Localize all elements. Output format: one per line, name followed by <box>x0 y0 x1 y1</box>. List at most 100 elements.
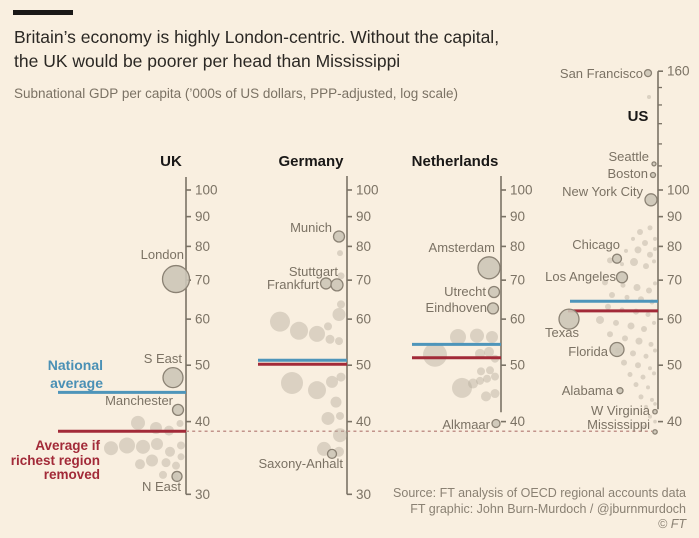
axis-tick-label: 160 <box>667 64 690 79</box>
region-bubble <box>330 396 342 408</box>
region-bubble <box>653 348 657 353</box>
region-bubble <box>630 350 636 357</box>
label-s-east: S East <box>144 351 183 366</box>
region-bubble <box>631 236 635 241</box>
bubble-n-east <box>171 470 183 483</box>
region-bubble <box>627 322 635 330</box>
bubble-manchester <box>171 403 185 417</box>
bubble-stuttgart <box>319 277 333 290</box>
region-bubble <box>324 322 332 331</box>
region-bubble <box>650 397 654 402</box>
region-bubble <box>648 341 654 347</box>
region-bubble <box>652 320 656 325</box>
label-florida: Florida <box>568 344 609 359</box>
label-stuttgart: Stuttgart <box>289 264 339 279</box>
region-bubble <box>643 263 649 270</box>
label-texas: Texas <box>545 325 579 340</box>
credit-note: FT graphic: John Burn-Murdoch / @jburnmu… <box>410 501 686 516</box>
region-bubble <box>172 461 180 470</box>
label-los-angeles: Los Angeles <box>545 269 616 284</box>
legend-line: average <box>50 375 103 391</box>
region-bubble <box>326 375 338 388</box>
label-alkmaar: Alkmaar <box>442 417 490 432</box>
region-bubble <box>605 303 611 310</box>
region-bubble <box>609 292 615 299</box>
legend-line: richest region <box>10 452 100 468</box>
region-bubble <box>135 459 145 470</box>
region-bubble <box>645 312 651 318</box>
region-bubble <box>486 331 498 344</box>
region-bubble <box>624 294 630 300</box>
region-bubble <box>647 225 653 231</box>
region-bubble <box>624 248 628 253</box>
axis-tick-label: 40 <box>356 414 371 429</box>
region-bubble <box>653 281 657 286</box>
region-bubble <box>653 419 657 424</box>
region-bubble <box>647 251 653 258</box>
label-mississippi: Mississippi <box>587 417 650 432</box>
bubble-seattle <box>651 161 657 167</box>
region-bubble <box>325 334 335 344</box>
region-bubble <box>607 331 613 338</box>
axis-tick-label: 80 <box>510 239 525 254</box>
bubble-alkmaar <box>491 418 501 429</box>
region-bubble <box>176 420 184 428</box>
label-amsterdam: Amsterdam <box>429 240 495 255</box>
chart-footer: Source: FT analysis of OECD regional acc… <box>393 486 686 533</box>
axis-tick-label: 50 <box>510 358 525 373</box>
region-bubble <box>607 257 613 264</box>
country-header-us: US <box>628 108 649 125</box>
region-bubble <box>177 441 185 450</box>
country-header-uk: UK <box>160 153 182 170</box>
region-bubble <box>165 446 175 457</box>
region-bubble <box>452 377 472 398</box>
region-bubble <box>281 371 303 394</box>
axis-tick-label: 100 <box>195 183 218 198</box>
region-bubble <box>486 366 494 375</box>
region-bubble <box>642 424 646 429</box>
region-bubble <box>336 372 346 382</box>
region-bubble <box>476 376 484 385</box>
region-bubble <box>641 325 647 332</box>
region-bubble <box>337 272 345 280</box>
axis-tick-label: 80 <box>356 239 371 254</box>
axis-tick-label: 70 <box>510 273 525 288</box>
region-bubble <box>630 258 638 267</box>
bubble-florida <box>609 341 625 358</box>
bubble-boston <box>649 171 657 179</box>
axis-tick-label: 60 <box>356 312 371 327</box>
label-frankfurt: Frankfurt <box>267 277 319 292</box>
legend-line: removed <box>43 467 100 482</box>
axis-tick-label: 100 <box>667 183 690 198</box>
axis-tick-label: 50 <box>356 358 371 373</box>
bubble-new-york-city <box>644 193 658 207</box>
region-bubble <box>333 428 347 443</box>
region-bubble <box>652 259 656 264</box>
region-bubble <box>620 262 624 267</box>
region-bubble <box>652 371 656 376</box>
region-bubble <box>104 441 118 456</box>
region-bubble <box>647 94 651 99</box>
label-new-york-city: New York City <box>562 184 643 199</box>
label-w-virginia: W Virginia <box>591 403 651 418</box>
region-bubble <box>483 374 491 383</box>
label-manchester: Manchester <box>105 393 174 408</box>
label-boston: Boston <box>608 166 648 181</box>
label-munich: Munich <box>290 220 332 235</box>
region-bubble <box>491 372 499 381</box>
label-saxony-anhalt: Saxony-Anhalt <box>258 456 343 471</box>
region-bubble <box>627 371 633 377</box>
chart-title: Britain’s economy is highly London-centr… <box>14 25 499 73</box>
bubble-saxony-anhalt <box>326 448 338 460</box>
bubble-los-angeles <box>615 271 629 284</box>
bubble-amsterdam <box>477 256 501 280</box>
axis-tick-label: 40 <box>195 414 210 429</box>
bubble-frankfurt <box>330 278 344 292</box>
region-bubble <box>146 454 158 467</box>
region-bubble <box>270 311 290 332</box>
ft-top-bar <box>13 10 73 15</box>
region-bubble <box>337 300 345 309</box>
axis-tick-label: 90 <box>667 209 682 224</box>
region-bubble <box>646 287 652 294</box>
axis-tick-label: 60 <box>195 312 210 327</box>
